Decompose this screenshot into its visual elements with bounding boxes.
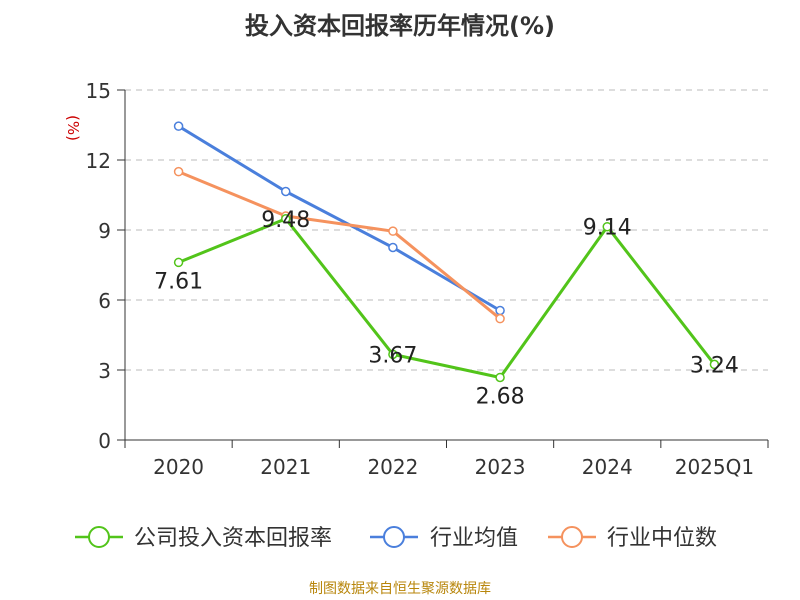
x-tick-label: 2021	[260, 455, 311, 479]
data-point	[173, 257, 184, 268]
legend-item: 公司投入资本回报率	[75, 526, 332, 551]
y-tick-label: 9	[98, 219, 111, 243]
data-point	[495, 313, 505, 324]
data-label: 9.48	[261, 208, 310, 233]
x-tick-label: 2023	[475, 455, 526, 479]
legend-label: 公司投入资本回报率	[134, 526, 332, 551]
y-tick-label: 6	[98, 289, 111, 313]
data-point	[495, 372, 505, 383]
data-point	[281, 214, 291, 224]
legend-label: 行业中位数	[607, 526, 717, 551]
data-label: 3.67	[368, 343, 417, 368]
data-point	[388, 349, 398, 360]
y-axis-label: (%)	[64, 115, 82, 141]
data-point	[388, 226, 398, 236]
legend-marker	[561, 526, 583, 548]
data-point	[495, 305, 505, 316]
series-line	[178, 170, 502, 320]
y-tick-label: 3	[98, 359, 111, 383]
series-line	[178, 217, 716, 379]
series-line	[177, 124, 501, 312]
y-tick-label: 15	[86, 79, 111, 103]
data-point	[709, 359, 720, 370]
y-tick-label: 12	[86, 149, 111, 173]
legend-item: 行业均值	[370, 526, 518, 551]
legend-label: 行业均值	[430, 526, 518, 551]
data-label: 7.61	[154, 269, 203, 294]
source-note: 制图数据来自恒生聚源数据库	[309, 581, 491, 597]
x-tick-label: 2025Q1	[675, 455, 754, 479]
x-tick-label: 2022	[367, 455, 418, 479]
data-point	[388, 242, 398, 253]
data-label: 3.24	[690, 353, 739, 378]
chart-title: 投入资本回报率历年情况(%)	[245, 12, 555, 40]
data-point	[602, 221, 612, 232]
y-tick-label: 0	[98, 429, 111, 453]
data-point	[173, 166, 184, 177]
data-point	[281, 186, 291, 197]
x-tick-label: 2024	[582, 455, 633, 479]
data-point	[173, 121, 184, 131]
legend-item: 行业中位数	[548, 526, 717, 551]
legend-marker	[88, 526, 110, 548]
legend-marker	[383, 526, 405, 548]
x-tick-label: 2020	[153, 455, 204, 479]
data-label: 9.14	[583, 216, 632, 241]
data-label: 2.68	[476, 384, 525, 409]
